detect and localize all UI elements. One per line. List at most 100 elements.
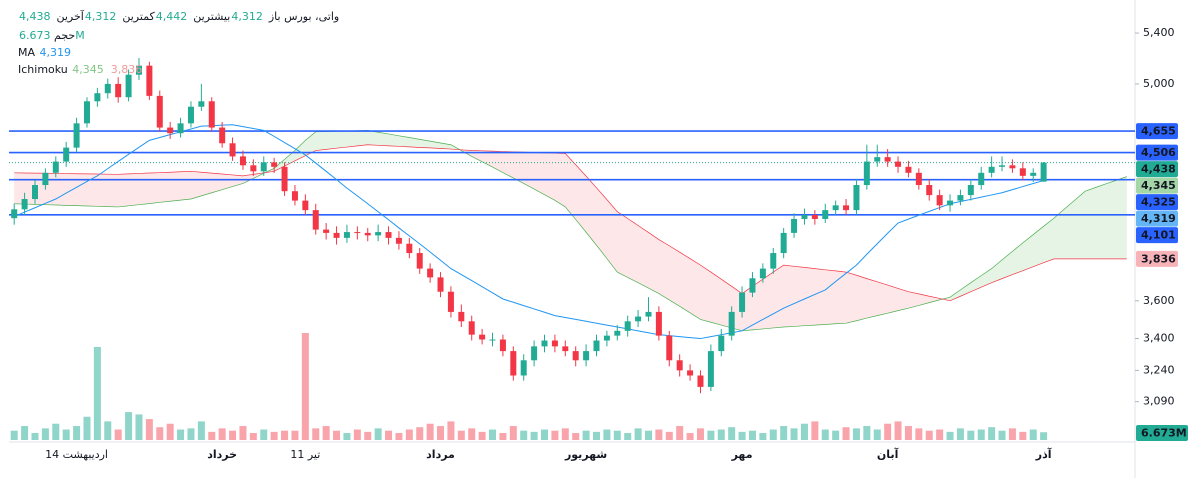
volume-bar <box>509 426 517 440</box>
volume-bar <box>333 430 341 440</box>
candle-body <box>427 268 434 278</box>
candle-body <box>11 209 18 219</box>
cloud <box>898 288 909 311</box>
candle-body <box>572 351 579 361</box>
volume-bar <box>717 429 725 440</box>
candle-body <box>853 185 860 211</box>
volume-bar <box>1040 432 1048 440</box>
candle-body <box>208 101 215 128</box>
cloud <box>710 272 722 326</box>
candle-body <box>125 74 132 98</box>
legend-name: حجم <box>54 29 76 42</box>
legend-value: 4,319 <box>39 46 72 59</box>
volume-bar <box>437 426 445 440</box>
cloud <box>336 130 347 149</box>
ohlc-field: کمترین 4,312 <box>84 10 155 23</box>
legend-value: 3,836 <box>110 63 143 76</box>
volume-bar <box>104 421 112 440</box>
field-value: 4,312 <box>84 10 117 23</box>
candle-body <box>94 93 101 102</box>
volume-bar <box>592 431 600 440</box>
price-box <box>1136 250 1178 267</box>
field-name: بیشترین <box>193 10 231 23</box>
candle-body <box>364 232 371 236</box>
volume-bar <box>551 430 559 440</box>
cloud <box>190 171 202 200</box>
volume-bar <box>769 429 777 440</box>
volume-bar <box>114 429 122 440</box>
ohlc-legend: واتی، بورس باز4,312بیشترین4,442کمترین4,3… <box>18 10 339 23</box>
volume-bar <box>884 423 892 440</box>
cloud <box>794 266 805 327</box>
x-tick-label: آبان <box>877 447 899 461</box>
candle-body <box>354 232 361 234</box>
price-label: 4,101 <box>1141 229 1176 242</box>
volume-box <box>1136 425 1188 441</box>
y-tick-label: 3,400 <box>1143 332 1175 345</box>
volume-bar <box>291 430 299 440</box>
x-tick-label: مرداد <box>426 448 455 461</box>
volume-bar <box>759 433 767 440</box>
volume-bar <box>925 430 933 440</box>
candle-body <box>687 370 694 376</box>
field-name: باز <box>268 10 281 23</box>
candle-body <box>135 65 142 75</box>
volume-bar <box>790 428 798 440</box>
cloud <box>1074 191 1086 259</box>
cloud <box>908 291 919 309</box>
price-box <box>1136 123 1178 140</box>
cloud <box>950 289 961 301</box>
candle-body <box>167 127 174 134</box>
candle-body <box>884 157 891 162</box>
y-tick-label: 3,240 <box>1143 363 1175 376</box>
candle-body <box>728 311 735 336</box>
cloud <box>409 137 420 148</box>
x-tick-label: شهریور <box>564 448 607 461</box>
volume-bar <box>416 427 424 440</box>
candle-body <box>947 200 954 206</box>
candle-body <box>333 232 340 238</box>
volume-bar <box>10 430 18 440</box>
volume-bar <box>478 431 486 440</box>
candle-body <box>874 157 881 162</box>
candle-body <box>83 101 90 124</box>
volume-bar <box>281 430 289 440</box>
candle-body <box>198 101 205 107</box>
x-tick-label: آذر <box>1035 447 1052 461</box>
volume-bar <box>936 429 944 440</box>
candle-body <box>593 340 600 352</box>
candle-body <box>583 351 590 361</box>
cloud <box>534 152 545 195</box>
candle-body <box>406 243 413 254</box>
cloud <box>638 225 649 289</box>
candle-body <box>801 214 808 219</box>
cloud <box>378 132 389 146</box>
cloud <box>201 172 212 196</box>
volume-bar <box>322 426 330 440</box>
candle-body <box>707 351 714 387</box>
cloud <box>232 174 243 187</box>
price-box <box>1136 161 1178 178</box>
volume-bar <box>83 416 91 440</box>
candle-body <box>718 335 725 352</box>
candle-body <box>624 321 631 331</box>
candle-body <box>499 339 506 352</box>
candle-body <box>73 123 80 148</box>
volume-bar <box>156 427 164 440</box>
candle-body <box>468 321 475 335</box>
price-label: 4,345 <box>1141 179 1176 192</box>
volume-bar <box>977 429 985 440</box>
candle-body <box>603 335 610 341</box>
candle-body <box>250 165 257 172</box>
volume-label: 6.673M <box>1141 427 1187 440</box>
volume-bar <box>208 431 216 440</box>
volume-bar <box>457 430 465 440</box>
candle-body <box>822 210 829 219</box>
volume-bar <box>218 428 226 440</box>
volume-bar <box>301 333 309 440</box>
ichimoku-legend: Ichimoku 4,345 3,836 <box>18 63 148 76</box>
candle-body <box>187 106 194 124</box>
volume-bar <box>572 433 580 440</box>
volume-bar <box>426 423 434 440</box>
cloud <box>419 139 431 148</box>
